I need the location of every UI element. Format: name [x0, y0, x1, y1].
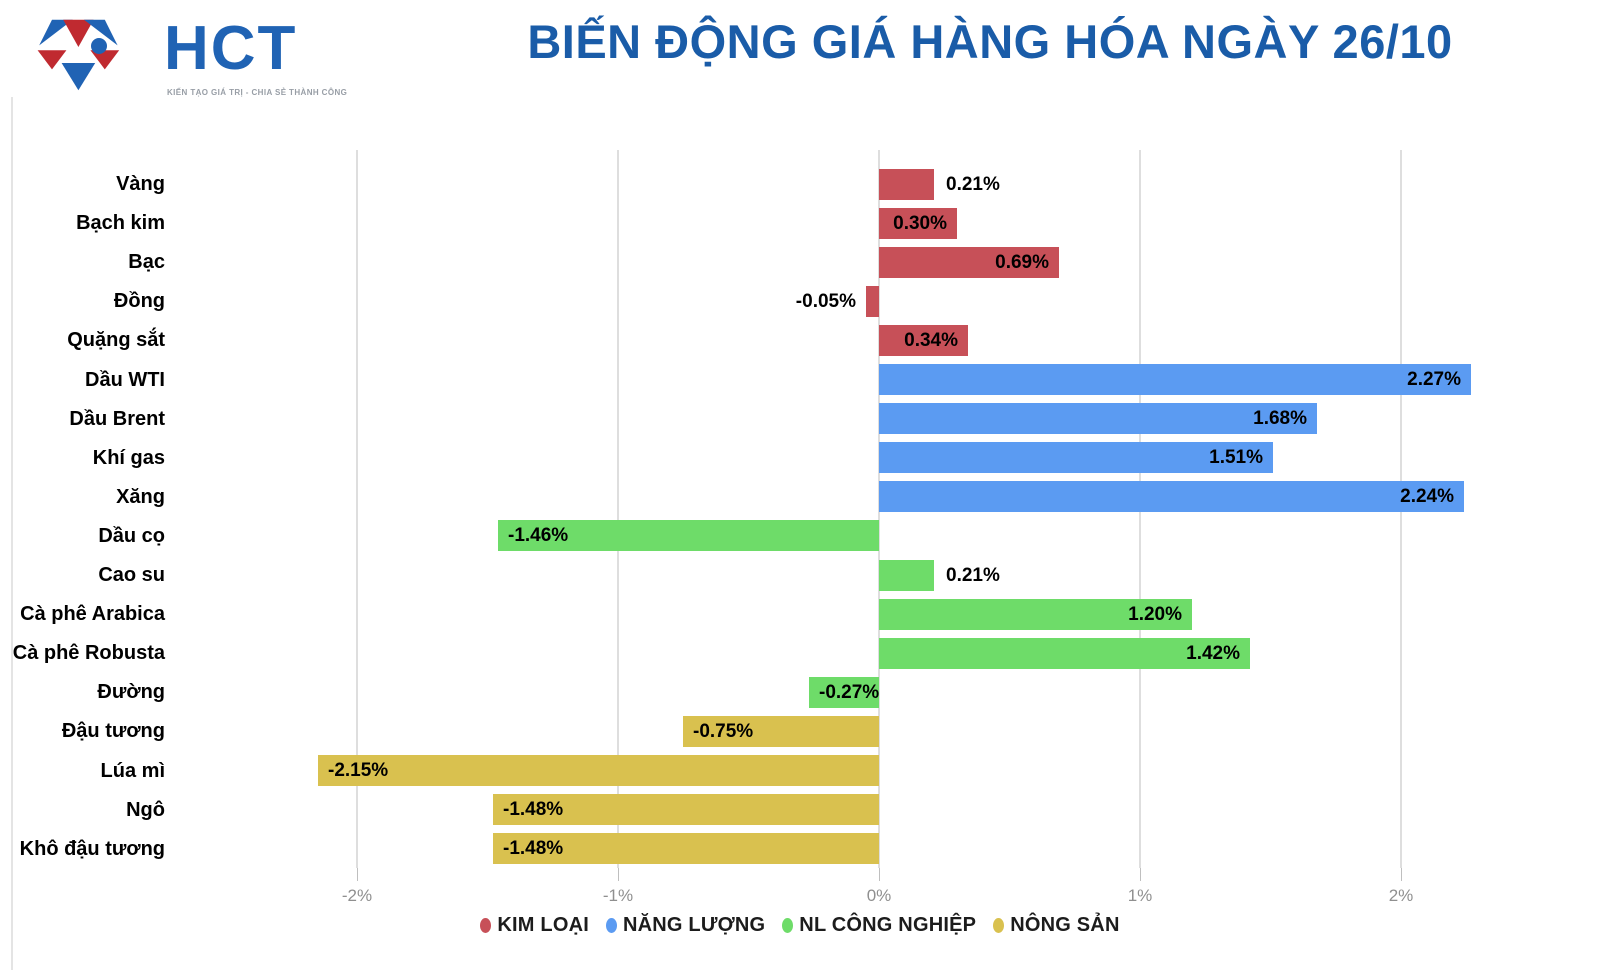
- bar-value-label: 0.21%: [946, 565, 1000, 586]
- category-label: Bạc: [128, 251, 165, 273]
- bar-value-label: -2.15%: [328, 760, 389, 781]
- chart-bar: [879, 481, 1464, 512]
- legend-item-industrial: NL CÔNG NGHIỆP: [782, 914, 976, 937]
- legend-color-dot-icon: [480, 918, 492, 933]
- category-label: Đường: [97, 681, 165, 703]
- logo-c-dot-icon: [91, 38, 107, 54]
- axis-tick: [1140, 868, 1141, 881]
- bar-value-label: 2.27%: [1407, 369, 1461, 390]
- bar-value-label: 0.21%: [946, 174, 1000, 195]
- legend-label: NL CÔNG NGHIỆP: [799, 914, 977, 936]
- chart-bar: [683, 716, 879, 747]
- chart-bar: [879, 247, 1059, 278]
- chart-bar: [318, 755, 879, 786]
- category-label: Dầu Brent: [69, 408, 165, 430]
- chart-bar: [493, 794, 879, 825]
- diamond-logo-icon: [37, 19, 120, 91]
- bar-value-label: 2.24%: [1400, 486, 1454, 507]
- bar-value-label: -1.48%: [503, 838, 564, 859]
- bar-value-label: 0.69%: [995, 252, 1049, 273]
- legend-label: NĂNG LƯỢNG: [622, 914, 766, 936]
- category-label: Dầu cọ: [98, 525, 165, 547]
- category-label: Cà phê Robusta: [12, 642, 165, 664]
- axis-tick: [618, 868, 619, 881]
- legend-color-dot-icon: [605, 918, 617, 933]
- chart-bar: [879, 403, 1317, 434]
- x-axis-tick-label: 2%: [1388, 886, 1414, 905]
- bar-value-label: -0.27%: [819, 682, 880, 703]
- bar-value-label: 1.42%: [1186, 643, 1240, 664]
- category-label: Bạch kim: [76, 212, 165, 234]
- logo-text: HCT: [164, 14, 298, 83]
- legend-item-metal: KIM LOẠI: [480, 914, 589, 937]
- chart-bar: [493, 833, 879, 864]
- category-label: Cao su: [98, 564, 165, 586]
- chart-bar: [879, 169, 934, 200]
- category-label: Vàng: [116, 173, 165, 195]
- category-label: Dầu WTI: [85, 369, 165, 391]
- bar-value-label: 1.51%: [1209, 447, 1263, 468]
- category-label: Khí gas: [92, 447, 165, 469]
- bar-value-label: -0.75%: [693, 721, 754, 742]
- axis-tick: [357, 868, 358, 881]
- gridline: [356, 150, 358, 868]
- hct-logo: HCT KIẾN TẠO GIÁ TRỊ - CHIA SẺ THÀNH CÔN…: [28, 10, 347, 105]
- category-label: Khô đậu tương: [19, 838, 165, 860]
- chart-bar: [879, 638, 1250, 669]
- x-axis-tick-label: 1%: [1127, 886, 1153, 905]
- page-title: BIẾN ĐỘNG GIÁ HÀNG HÓA NGÀY 26/10: [527, 15, 1453, 68]
- legend-label: NÔNG SẢN: [1010, 914, 1120, 936]
- category-label: Cà phê Arabica: [20, 603, 165, 625]
- category-label: Lúa mì: [100, 760, 165, 782]
- x-axis-tick-label: 0%: [866, 886, 892, 905]
- category-label: Đồng: [113, 290, 165, 312]
- x-axis-tick-label: -2%: [341, 886, 373, 905]
- axis-tick: [879, 868, 880, 881]
- chart-bar: [879, 364, 1471, 395]
- chart-bar: [498, 520, 879, 551]
- bar-value-label: 0.34%: [904, 330, 958, 351]
- legend-color-dot-icon: [782, 918, 794, 933]
- bar-value-label: -1.48%: [503, 799, 564, 820]
- category-label: Xăng: [116, 486, 165, 508]
- chart-legend: KIM LOẠI NĂNG LƯỢNG NL CÔNG NGHIỆP NÔNG SẢN: [0, 914, 1600, 937]
- bar-value-label: 1.20%: [1128, 604, 1182, 625]
- legend-item-agri: NÔNG SẢN: [993, 914, 1119, 937]
- gridline: [617, 150, 619, 868]
- chart-bar: [879, 325, 968, 356]
- chart-bar: [809, 677, 879, 708]
- chart-bar: [866, 286, 879, 317]
- bar-value-label: 1.68%: [1253, 408, 1307, 429]
- legend-label: KIM LOẠI: [497, 914, 589, 936]
- axis-tick: [1401, 868, 1402, 881]
- bar-value-label: 0.30%: [893, 213, 947, 234]
- category-label: Ngô: [126, 799, 165, 821]
- legend-item-energy: NĂNG LƯỢNG: [605, 914, 766, 937]
- category-label: Quặng sắt: [67, 329, 165, 351]
- bar-value-label: -0.05%: [795, 291, 856, 312]
- logo-tagline: KIẾN TẠO GIÁ TRỊ - CHIA SẺ THÀNH CÔNG: [167, 88, 348, 97]
- chart-bar: [879, 599, 1192, 630]
- chart-bar: [879, 560, 934, 591]
- chart-bar: [879, 208, 957, 239]
- category-label: Đậu tương: [61, 720, 165, 742]
- chart-bar: [879, 442, 1273, 473]
- bar-value-label: -1.46%: [508, 525, 569, 546]
- legend-color-dot-icon: [993, 918, 1005, 933]
- page-left-border: [11, 97, 13, 970]
- x-axis-tick-label: -1%: [602, 886, 634, 905]
